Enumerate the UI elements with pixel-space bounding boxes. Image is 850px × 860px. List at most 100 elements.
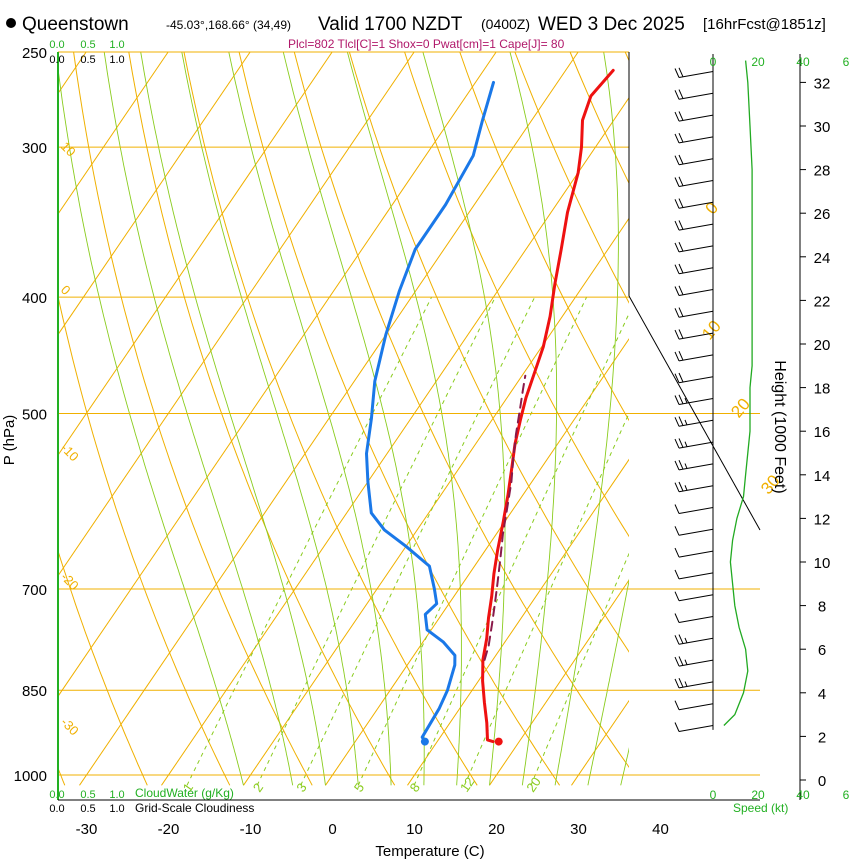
cloudiness-top-tick-label: 1.0 [109,54,124,66]
speed-top-tick-label: 0 [710,55,717,69]
height-tick-label: 16 [814,424,831,441]
dry-adiabat-line [569,52,629,185]
cloudiness-bottom-tick-label: 0.0 [49,803,64,815]
moist-adiabat-line [58,65,244,786]
isotherm-grid [58,52,629,786]
height-tick-label: 4 [818,686,826,703]
dry-adiabat-line [58,294,231,786]
isotherm-label: 10 [698,317,725,344]
moist-adiabat-line [587,578,629,786]
isotherm-line [571,699,629,786]
moist-adiabat-line [422,52,506,786]
cloudiness-bottom-tick-label: 1.0 [109,803,124,815]
dry-adiabat-line [238,52,561,786]
temperature-profile [481,68,615,744]
speed-bottom-tick-label: 20 [751,788,765,802]
isotherm-line [79,52,579,786]
mixing-ratio-label: 3 [293,780,309,795]
height-tick-label: 2 [818,729,826,746]
wind-barb [674,220,714,231]
mixing-ratio-line [530,552,629,786]
pressure-tick-label: 400 [22,290,47,307]
mixing-ratio-line [300,296,536,786]
isotherm-line [325,338,629,786]
theta-label: -30 [58,714,82,738]
height-tick-label: 26 [814,206,831,223]
moist-adiabat-line [228,52,392,786]
mixing-ratio-label: 5 [351,780,367,795]
pressure-grid [58,51,760,776]
x-axis-title: Temperature (C) [375,843,484,860]
wind-barb [674,459,714,471]
height-tick-label: 10 [814,555,831,572]
y-axis-title: P (hPa) [1,415,18,466]
height-tick-label: 0 [818,773,826,790]
cloudwater-top-tick-label: 1.0 [109,39,124,51]
station-name: Queenstown [22,14,129,35]
wind-barb [674,263,714,275]
dry-adiabat-line [404,52,629,538]
wind-panel [674,54,753,732]
cloudwater-bottom-tick-label: 1.0 [109,789,124,801]
height-tick-label: 30 [814,119,831,136]
wind-barb [674,67,714,78]
isotherm-line [58,52,415,577]
wind-barb [674,394,714,405]
wind-barb [674,176,714,187]
height-tick-label: 24 [814,250,831,267]
surface-temperature-dot [494,737,503,746]
mixing-ratio-label: 2 [250,780,266,795]
speed-bottom-tick-label: 0 [710,788,717,802]
height-axis-title: Height (1000 Feet) [771,360,788,493]
dry-adiabat-grid [58,52,850,786]
cloudiness-top-tick-label: 0.5 [80,54,95,66]
dry-adiabat-line [183,52,478,786]
profiles [365,68,615,746]
moist-adiabat-line [346,52,462,786]
dry-adiabat-line [514,52,629,304]
mixing-ratio-label: 8 [407,780,423,795]
wind-barb [674,416,714,427]
isotherm-line [161,96,629,786]
wind-barb [674,350,714,362]
height-tick-label: 20 [814,337,831,354]
wind-barb [674,285,714,296]
mixing-ratio-line [464,412,629,786]
wind-barb [674,132,714,144]
wind-barb [674,547,714,558]
speed-top-tick-label: 6 [843,55,850,69]
wind-barb [674,700,714,711]
wind-barb [674,722,714,732]
pressure-tick-label: 850 [22,683,47,700]
theta-label: 10 [58,139,79,160]
valid-zulu: (0400Z) [481,16,530,32]
cloudiness-bottom-tick-label: 0.5 [80,803,95,815]
wind-barb [674,677,714,689]
dry-adiabat-line [128,52,396,786]
pressure-tick-label: 250 [22,45,47,62]
mixing-ratio-label: 12 [457,774,478,794]
dry-adiabat-line [348,52,629,653]
temperature-axis: -30 -20 -10 0 10 20 30 40 [76,821,669,838]
isotherm-line [407,458,629,786]
mixing-ratio-line [186,296,433,786]
dry-adiabat-line [736,52,850,785]
top-axis: 0020204040660.00.00.00.00.50.50.50.51.01… [49,39,849,815]
isotherm-line [58,52,333,457]
mixing-ratio-label: 20 [523,774,544,794]
forecast-label: [16hrFcst@1851z] [703,16,826,33]
height-tick-label: 8 [818,599,826,616]
isotherm-line [58,52,169,215]
dry-adiabat-line [846,52,850,785]
temperature-tick-label: -30 [76,821,98,838]
temperature-tick-label: 0 [328,821,336,838]
pressure-tick-label: 700 [22,582,47,599]
station-marker-icon [6,18,16,28]
moist-adiabat-line [282,52,425,786]
wind-barb [674,569,714,580]
theta-label: -20 [58,569,82,593]
